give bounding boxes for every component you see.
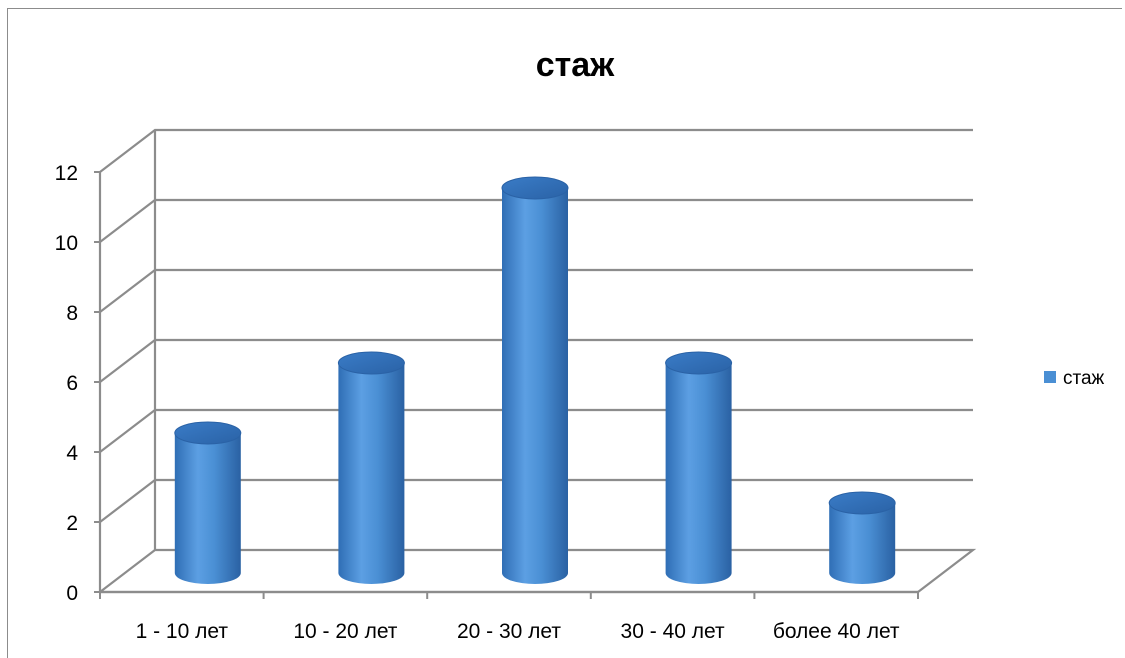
legend-swatch	[1044, 371, 1056, 383]
y-tick-label: 12	[55, 162, 78, 185]
x-tick-label: более 40 лет	[773, 620, 900, 643]
y-tick-label: 10	[55, 232, 78, 255]
y-tick-label: 4	[66, 442, 78, 465]
bars	[174, 176, 896, 584]
x-tick-labels: 1 - 10 лет 10 - 20 лет 20 - 30 лет 30 - 40 …	[136, 620, 900, 643]
bar	[501, 176, 569, 584]
axes	[94, 130, 919, 599]
gridline	[99, 128, 973, 173]
bar	[665, 351, 733, 584]
y-tick-labels: 0 2 4 6 8 10 12	[55, 162, 79, 605]
bar	[828, 491, 896, 584]
legend-label: стаж	[1063, 368, 1105, 389]
y-tick-label: 2	[66, 512, 78, 535]
legend: стаж	[1044, 368, 1105, 389]
x-tick-label: 1 - 10 лет	[136, 620, 229, 643]
y-tick-label: 0	[66, 582, 78, 605]
x-tick-label: 20 - 30 лет	[457, 620, 561, 643]
y-tick-label: 8	[66, 302, 78, 325]
bar	[337, 351, 405, 584]
y-tick-label: 6	[66, 372, 78, 395]
chart-title: стаж	[536, 46, 615, 84]
x-tick-label: 10 - 20 лет	[293, 620, 397, 643]
x-tick-label: 30 - 40 лет	[621, 620, 725, 643]
bar	[174, 421, 242, 584]
